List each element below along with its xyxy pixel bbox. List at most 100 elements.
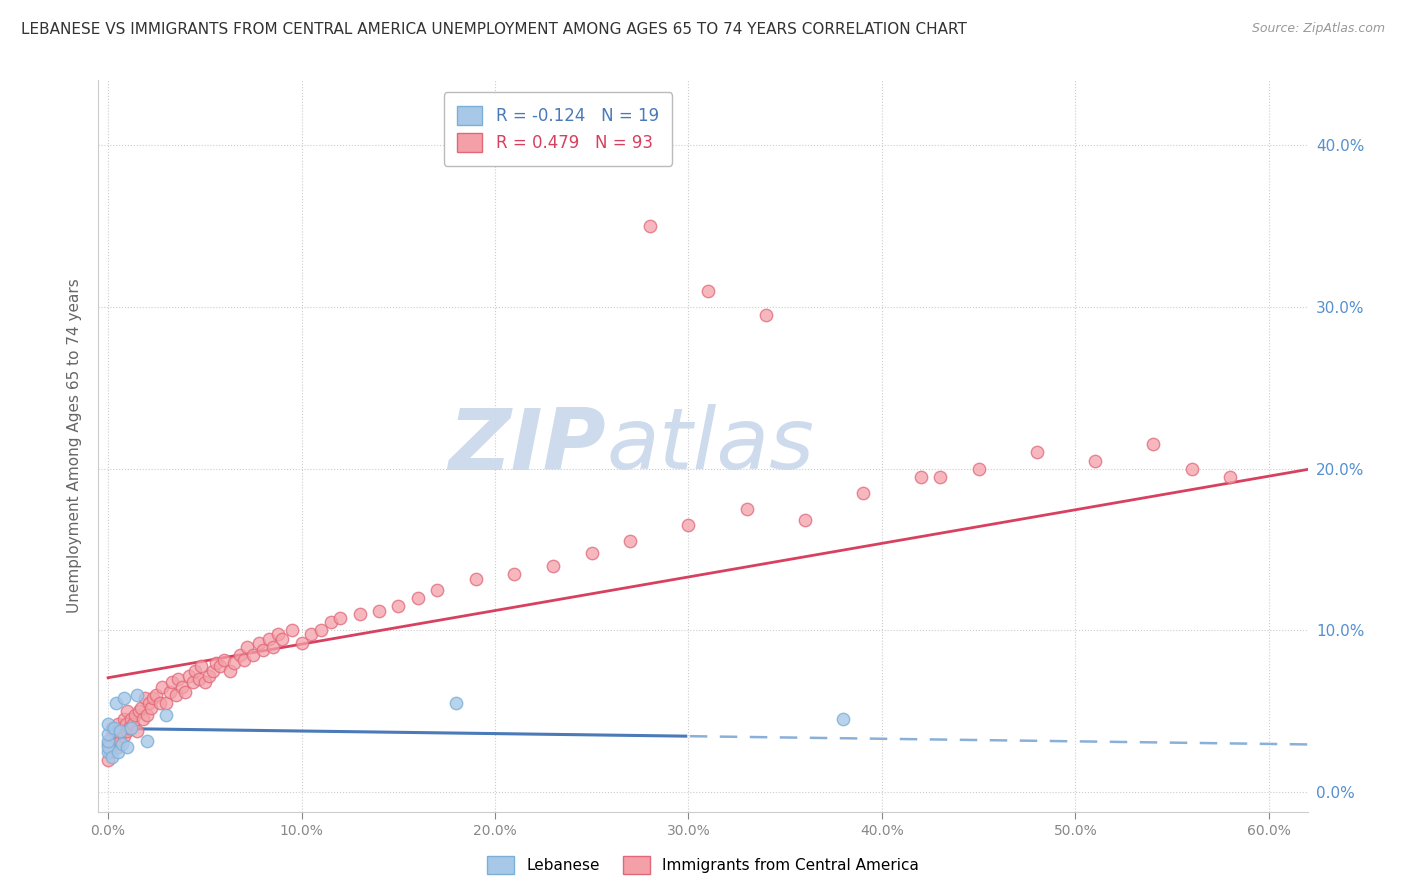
Point — [118, 721, 141, 735]
Point — [107, 739, 129, 754]
Point — [112, 729, 135, 743]
Point — [619, 534, 641, 549]
Point — [678, 518, 700, 533]
Point — [1219, 469, 1241, 483]
Point — [503, 566, 526, 581]
Point — [319, 615, 342, 630]
Point — [117, 705, 139, 719]
Point — [97, 727, 120, 741]
Point — [735, 502, 758, 516]
Point — [222, 656, 245, 670]
Point — [127, 723, 149, 738]
Point — [129, 701, 152, 715]
Point — [290, 636, 312, 650]
Text: atlas: atlas — [606, 404, 814, 488]
Point — [97, 717, 120, 731]
Point — [205, 656, 228, 670]
Point — [127, 688, 149, 702]
Point — [135, 733, 157, 747]
Point — [349, 607, 371, 622]
Point — [101, 729, 124, 743]
Point — [212, 652, 235, 666]
Point — [117, 739, 139, 754]
Text: LEBANESE VS IMMIGRANTS FROM CENTRAL AMERICA UNEMPLOYMENT AMONG AGES 65 TO 74 YEA: LEBANESE VS IMMIGRANTS FROM CENTRAL AMER… — [21, 22, 967, 37]
Point — [910, 469, 932, 483]
Text: ZIP: ZIP — [449, 404, 606, 488]
Point — [201, 664, 224, 678]
Legend: Lebanese, Immigrants from Central America: Lebanese, Immigrants from Central Americ… — [481, 850, 925, 880]
Point — [159, 685, 181, 699]
Point — [135, 707, 157, 722]
Point — [114, 717, 136, 731]
Point — [107, 717, 129, 731]
Point — [541, 558, 564, 573]
Point — [117, 723, 139, 738]
Point — [1180, 461, 1202, 475]
Point — [98, 745, 121, 759]
Point — [103, 737, 125, 751]
Point — [122, 717, 145, 731]
Point — [190, 659, 212, 673]
Point — [309, 624, 332, 638]
Point — [132, 713, 155, 727]
Point — [242, 648, 264, 662]
Point — [142, 691, 165, 706]
Point — [194, 675, 217, 690]
Point — [166, 672, 188, 686]
Point — [139, 701, 162, 715]
Point — [228, 648, 250, 662]
Point — [97, 745, 120, 759]
Point — [852, 486, 875, 500]
Point — [120, 713, 142, 727]
Point — [111, 723, 134, 738]
Point — [252, 643, 274, 657]
Point — [179, 669, 201, 683]
Point — [387, 599, 409, 614]
Point — [232, 652, 254, 666]
Point — [112, 691, 135, 706]
Point — [138, 696, 160, 710]
Point — [257, 632, 280, 646]
Point — [104, 696, 127, 710]
Point — [174, 685, 197, 699]
Point — [181, 675, 204, 690]
Point — [219, 664, 242, 678]
Point — [120, 721, 142, 735]
Point — [1084, 453, 1107, 467]
Point — [464, 572, 486, 586]
Point — [160, 675, 183, 690]
Point — [149, 696, 172, 710]
Point — [184, 664, 207, 678]
Point — [209, 659, 232, 673]
Point — [134, 691, 156, 706]
Point — [271, 632, 294, 646]
Y-axis label: Unemployment Among Ages 65 to 74 years: Unemployment Among Ages 65 to 74 years — [67, 278, 83, 614]
Point — [832, 713, 855, 727]
Point — [929, 469, 952, 483]
Point — [170, 680, 193, 694]
Point — [267, 626, 290, 640]
Point — [145, 688, 167, 702]
Point — [247, 636, 270, 650]
Point — [108, 733, 131, 747]
Point — [111, 737, 134, 751]
Point — [281, 624, 304, 638]
Point — [101, 749, 124, 764]
Point — [112, 713, 135, 727]
Point — [188, 672, 211, 686]
Point — [755, 308, 778, 322]
Point — [1142, 437, 1164, 451]
Point — [793, 513, 815, 527]
Point — [108, 723, 131, 738]
Point — [104, 723, 127, 738]
Point — [150, 680, 173, 694]
Point — [197, 669, 219, 683]
Point — [696, 284, 718, 298]
Text: Source: ZipAtlas.com: Source: ZipAtlas.com — [1251, 22, 1385, 36]
Point — [97, 733, 120, 747]
Point — [426, 582, 449, 597]
Point — [155, 707, 177, 722]
Point — [97, 753, 120, 767]
Legend: R = -0.124   N = 19, R = 0.479   N = 93: R = -0.124 N = 19, R = 0.479 N = 93 — [444, 92, 672, 166]
Point — [581, 546, 603, 560]
